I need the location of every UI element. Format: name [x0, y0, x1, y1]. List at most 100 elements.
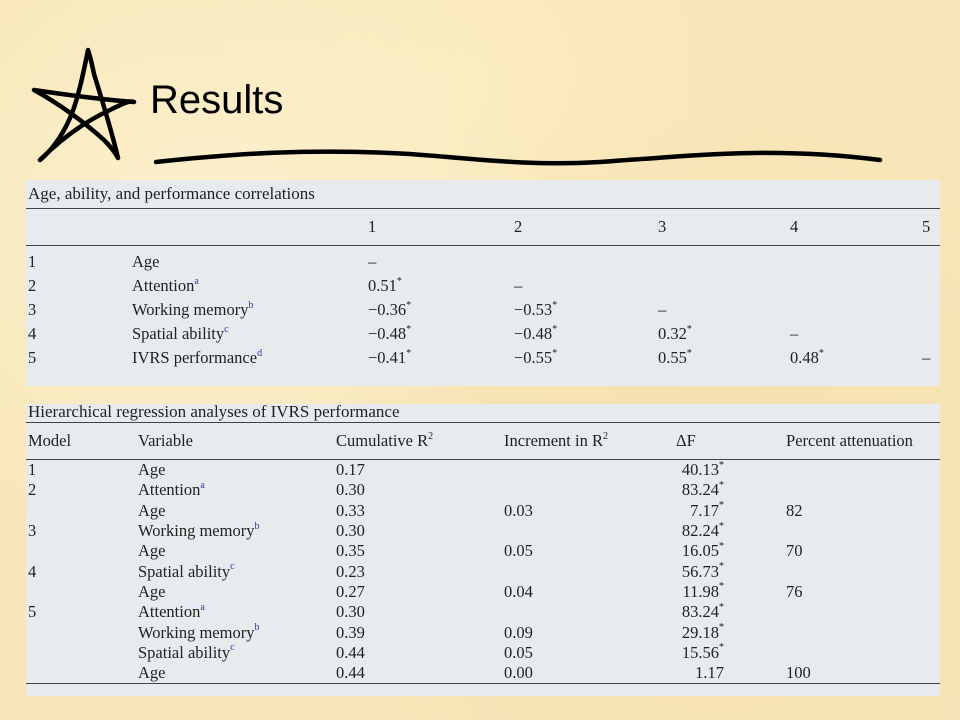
significance-mark: * [406, 347, 412, 359]
table-row: 5 IVRS performanced −0.41* −0.55* 0.55* 0.48*… [26, 346, 940, 370]
table-row: Working memoryb 0.39 0.09 29.18* [26, 622, 940, 642]
significance-mark: * [552, 323, 558, 335]
delta-f-value: 83.24* [681, 479, 724, 500]
significance-mark: * [406, 323, 412, 335]
delta-f-value: 16.05* [681, 540, 724, 561]
model-number: 4 [28, 561, 37, 581]
row-label: Attentiona [132, 275, 199, 295]
model-number [26, 643, 136, 663]
column-header: 3 [656, 209, 788, 246]
correlation-cell: 0.51* [368, 275, 402, 295]
variable-name: Working memoryb [138, 520, 260, 541]
row-label: Working memoryb [132, 299, 254, 319]
model-number: 1 [28, 460, 37, 480]
percent-attenuation-value [784, 643, 940, 663]
row-number: 5 [28, 348, 37, 367]
correlation-cell: −0.41* [368, 347, 412, 367]
column-header: 4 [788, 209, 920, 246]
correlation-cell: – [658, 300, 667, 319]
model-number [26, 582, 136, 602]
correlations-panel: Age, ability, and performance correlatio… [26, 180, 940, 386]
cumulative-r2-value: 0.33 [336, 500, 365, 520]
significance-mark: * [719, 459, 724, 471]
correlations-caption: Age, ability, and performance correlatio… [26, 180, 940, 209]
variable-name: Attentiona [138, 479, 205, 500]
percent-attenuation-value [784, 480, 940, 500]
spacer-cell [726, 460, 784, 481]
cumulative-r2-value: 0.44 [336, 642, 365, 662]
variable-name: Spatial abilityc [138, 642, 235, 662]
correlation-cell [920, 246, 940, 275]
variable-name: Attentiona [138, 601, 205, 622]
increment-r2-value [502, 561, 674, 581]
spacer-cell [726, 561, 784, 581]
wavy-underline [153, 149, 883, 166]
percent-attenuation-value [784, 561, 940, 581]
percent-attenuation-value: 82 [786, 500, 803, 520]
correlation-cell: 0.55* [658, 347, 692, 367]
increment-r2-value [502, 480, 674, 500]
correlation-cell: −0.53* [514, 299, 558, 319]
column-header-percent-attenuation: Percent attenuation [784, 422, 941, 460]
correlation-cell [788, 246, 920, 275]
row-number: 4 [28, 324, 37, 343]
footnote-marker: c [224, 323, 229, 335]
model-number: 2 [28, 480, 37, 500]
variable-name: Spatial abilityc [138, 561, 235, 581]
footnote-marker: c [230, 561, 235, 573]
correlation-cell: 0.32* [658, 323, 692, 343]
increment-r2-value: 0.05 [504, 642, 533, 662]
table-row: 1 Age 0.17 40.13* [26, 460, 940, 481]
significance-mark: * [406, 299, 412, 311]
cumulative-r2-value: 0.23 [336, 561, 365, 581]
table-row: 5 Attentiona 0.30 83.24* [26, 602, 940, 622]
footnote-marker: a [194, 275, 199, 287]
column-header: 1 [366, 209, 512, 246]
column-header: 5 [920, 209, 940, 246]
model-number [26, 662, 136, 685]
percent-attenuation-value [784, 602, 940, 622]
slide-title: Results [150, 78, 284, 122]
delta-f-value: 11.98* [682, 581, 724, 601]
model-number: 5 [28, 602, 37, 622]
delta-f-value: 7.17* [690, 500, 724, 520]
table-row: 2 Attentiona 0.51* – [26, 274, 940, 298]
variable-name: Age [138, 541, 166, 561]
row-number: 1 [28, 252, 37, 271]
increment-r2-value: 0.00 [502, 662, 674, 685]
delta-f-value: 83.24* [681, 601, 724, 622]
significance-mark: * [719, 561, 724, 573]
spacer-cell [726, 662, 785, 685]
model-number: 3 [28, 521, 37, 541]
model-number [26, 541, 136, 561]
spacer-cell [726, 643, 784, 663]
significance-mark: * [719, 500, 724, 512]
correlation-cell [656, 274, 788, 298]
spacer-cell [726, 622, 784, 642]
significance-mark: * [396, 275, 402, 287]
row-number: 3 [28, 300, 37, 319]
correlation-cell: – [790, 324, 799, 343]
significance-mark: * [719, 520, 724, 532]
increment-r2-value: 0.05 [504, 541, 533, 561]
significance-mark: * [552, 347, 558, 359]
percent-attenuation-value [784, 521, 940, 541]
correlation-cell: −0.36* [368, 299, 412, 319]
percent-attenuation-value [784, 460, 940, 481]
increment-r2-value: 0.04 [504, 581, 533, 601]
correlation-cell: −0.55* [514, 347, 558, 367]
percent-attenuation-value: 70 [786, 541, 803, 561]
correlation-cell: 0.48* [790, 347, 824, 367]
table-row: 4 Spatial abilityc 0.23 56.73* [26, 561, 940, 581]
correlation-cell [920, 274, 940, 298]
footnote-marker: b [248, 299, 254, 311]
correlation-cell: −0.48* [514, 323, 558, 343]
delta-f-value: 15.56* [681, 642, 724, 662]
spacer-cell [726, 521, 784, 541]
footnote-marker: b [254, 622, 260, 634]
increment-r2-value [502, 602, 674, 622]
column-header [26, 209, 130, 246]
cumulative-r2-value: 0.30 [336, 521, 365, 541]
column-header-model: Model [26, 422, 136, 460]
